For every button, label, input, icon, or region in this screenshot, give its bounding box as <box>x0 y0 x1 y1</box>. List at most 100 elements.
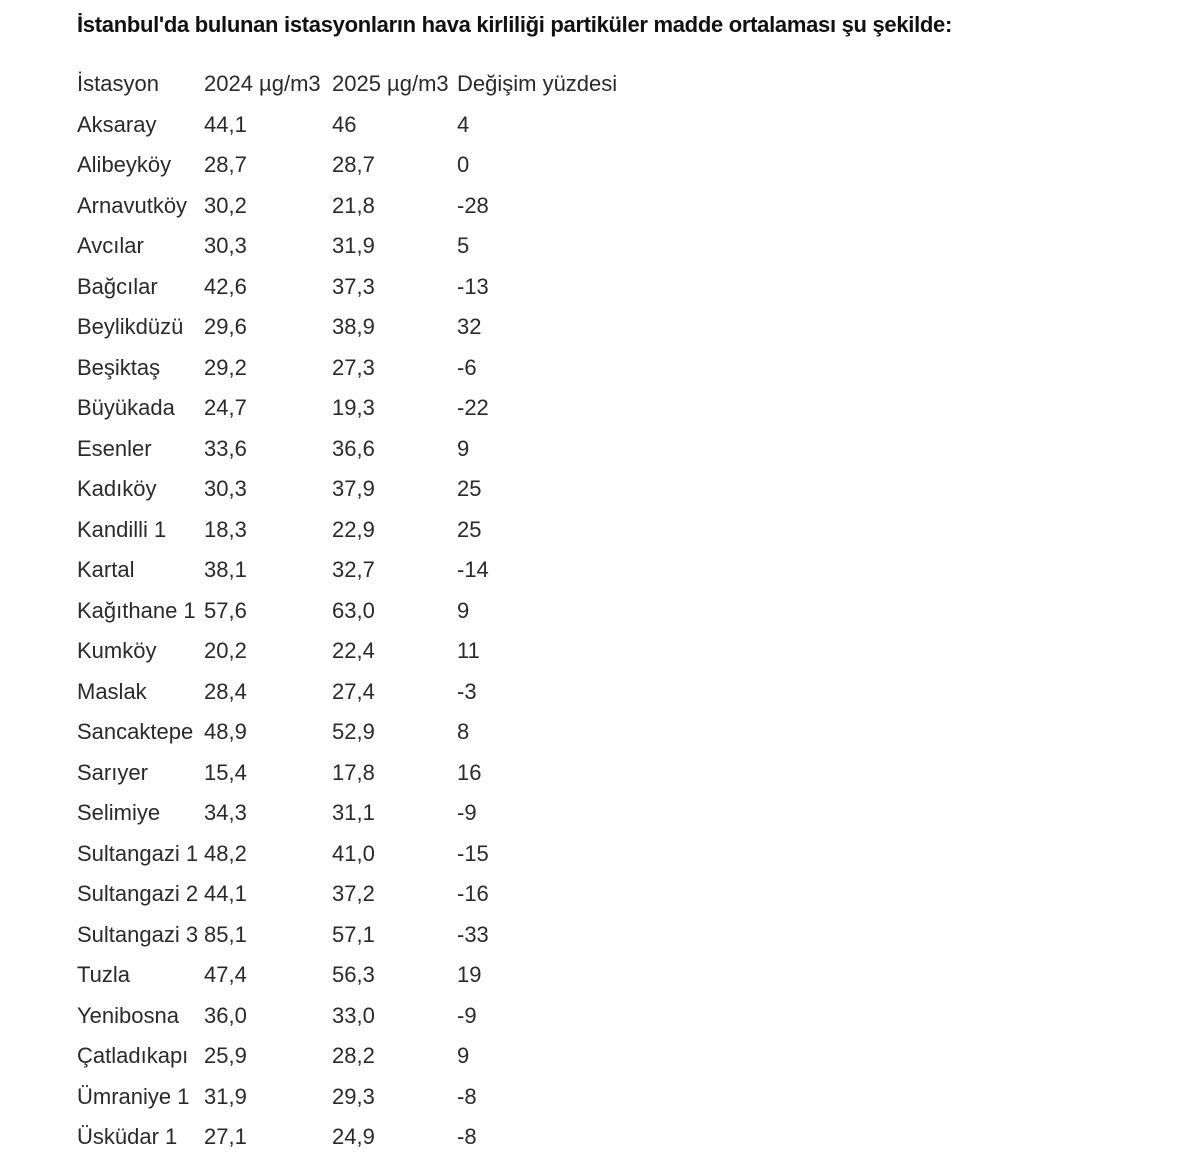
value-2024: 20,2 <box>204 638 247 664</box>
table-row: Beşiktaş 29,2 27,3 -6 <box>77 348 617 389</box>
value-2024: 48,9 <box>204 719 247 745</box>
station-name: Esenler <box>77 435 152 461</box>
table-row: Maslak 28,4 27,4 -3 <box>77 672 617 713</box>
value-2024: 30,2 <box>204 192 247 218</box>
change-percent: 9 <box>457 435 470 461</box>
value-2025: 22,4 <box>332 638 375 664</box>
value-2024: 36,0 <box>204 1002 247 1028</box>
change-percent: -6 <box>457 354 477 380</box>
value-2024: 42,6 <box>204 273 247 299</box>
value-2025: 22,9 <box>332 516 375 542</box>
change-percent: -33 <box>457 921 489 947</box>
value-2024: 30,3 <box>204 233 247 259</box>
station-name: Sancaktepe <box>77 719 194 745</box>
station-name: Sultangazi 3 <box>77 921 199 947</box>
value-2024: 48,2 <box>204 840 247 866</box>
change-percent: 8 <box>457 719 470 745</box>
change-percent: 0 <box>457 152 470 178</box>
change-percent: 9 <box>457 1043 470 1069</box>
change-percent: 25 <box>457 476 482 502</box>
value-2024: 29,6 <box>204 314 247 340</box>
change-percent: 5 <box>457 233 470 259</box>
table-row: Üsküdar 1 27,1 24,9 -8 <box>77 1117 617 1158</box>
value-2024: 28,7 <box>204 152 247 178</box>
value-2025: 32,7 <box>332 557 375 583</box>
table-row: Sarıyer 15,4 17,8 16 <box>77 753 617 794</box>
station-name: Beşiktaş <box>77 354 161 380</box>
table-row: Yenibosna 36,0 33,0 -9 <box>77 996 617 1037</box>
value-2025: 28,7 <box>332 152 375 178</box>
value-2025: 17,8 <box>332 759 375 785</box>
value-2025: 31,1 <box>332 800 375 826</box>
value-2024: 57,6 <box>204 597 247 623</box>
value-2025: 31,9 <box>332 233 375 259</box>
change-percent: -9 <box>457 800 477 826</box>
table-row: Kandilli 1 18,3 22,9 25 <box>77 510 617 551</box>
station-name: Kandilli 1 <box>77 516 167 542</box>
value-2024: 31,9 <box>204 1083 247 1109</box>
change-percent: 19 <box>457 962 482 988</box>
change-percent: -13 <box>457 273 489 299</box>
table-row: Ümraniye 1 31,9 29,3 -8 <box>77 1077 617 1118</box>
station-name: Selimiye <box>77 800 161 826</box>
table-row: Esenler 33,6 36,6 9 <box>77 429 617 470</box>
value-2025: 21,8 <box>332 192 375 218</box>
value-2025: 63,0 <box>332 597 375 623</box>
station-name: Kadıköy <box>77 476 157 502</box>
station-name: Aksaray <box>77 111 157 137</box>
change-percent: 4 <box>457 111 470 137</box>
value-2025: 27,4 <box>332 678 375 704</box>
station-name: Tuzla <box>77 962 130 988</box>
value-2025: 19,3 <box>332 395 375 421</box>
change-percent: 9 <box>457 597 470 623</box>
value-2025: 46 <box>332 111 357 137</box>
table-row: Kadıköy 30,3 37,9 25 <box>77 469 617 510</box>
value-2024: 33,6 <box>204 435 247 461</box>
station-name: Arnavutköy <box>77 192 188 218</box>
station-name: Kağıthane 1 <box>77 597 196 623</box>
table-row: Aksaray 44,1 46 4 <box>77 105 617 146</box>
table-header-row: İstasyon 2024 µg/m3 2025 µg/m3 Değişim y… <box>77 64 617 105</box>
header-change: Değişim yüzdesi <box>457 71 618 97</box>
table-row: Sultangazi 3 85,1 57,1 -33 <box>77 915 617 956</box>
value-2024: 44,1 <box>204 881 247 907</box>
station-name: Yenibosna <box>77 1002 179 1028</box>
table-row: Kumköy 20,2 22,4 11 <box>77 631 617 672</box>
value-2024: 34,3 <box>204 800 247 826</box>
station-name: Sultangazi 2 <box>77 881 199 907</box>
change-percent: -15 <box>457 840 489 866</box>
value-2025: 27,3 <box>332 354 375 380</box>
station-name: Büyükada <box>77 395 175 421</box>
table-row: Sancaktepe 48,9 52,9 8 <box>77 712 617 753</box>
table-row: Avcılar 30,3 31,9 5 <box>77 226 617 267</box>
value-2024: 25,9 <box>204 1043 247 1069</box>
value-2024: 47,4 <box>204 962 247 988</box>
station-name: Üsküdar 1 <box>77 1124 178 1150</box>
table-row: Tuzla 47,4 56,3 19 <box>77 955 617 996</box>
table-row: Büyükada 24,7 19,3 -22 <box>77 388 617 429</box>
value-2025: 56,3 <box>332 962 375 988</box>
table-row: Sultangazi 1 48,2 41,0 -15 <box>77 834 617 875</box>
value-2025: 33,0 <box>332 1002 375 1028</box>
article-heading: İstanbul'da bulunan istasyonların hava k… <box>77 12 952 37</box>
value-2025: 37,2 <box>332 881 375 907</box>
value-2024: 15,4 <box>204 759 247 785</box>
change-percent: 32 <box>457 314 482 340</box>
table-row: Bağcılar 42,6 37,3 -13 <box>77 267 617 308</box>
value-2024: 44,1 <box>204 111 247 137</box>
value-2024: 24,7 <box>204 395 247 421</box>
table-row: Kartal 38,1 32,7 -14 <box>77 550 617 591</box>
station-name: Kartal <box>77 557 135 583</box>
value-2025: 29,3 <box>332 1083 375 1109</box>
value-2025: 28,2 <box>332 1043 375 1069</box>
value-2025: 36,6 <box>332 435 375 461</box>
change-percent: -9 <box>457 1002 477 1028</box>
table-row: Sultangazi 2 44,1 37,2 -16 <box>77 874 617 915</box>
station-name: Alibeyköy <box>77 152 172 178</box>
air-quality-table: İstasyon 2024 µg/m3 2025 µg/m3 Değişim y… <box>77 64 617 1158</box>
header-2025: 2025 µg/m3 <box>332 71 449 97</box>
value-2024: 85,1 <box>204 921 247 947</box>
table-row: Alibeyköy 28,7 28,7 0 <box>77 145 617 186</box>
change-percent: -3 <box>457 678 477 704</box>
table-row: Selimiye 34,3 31,1 -9 <box>77 793 617 834</box>
